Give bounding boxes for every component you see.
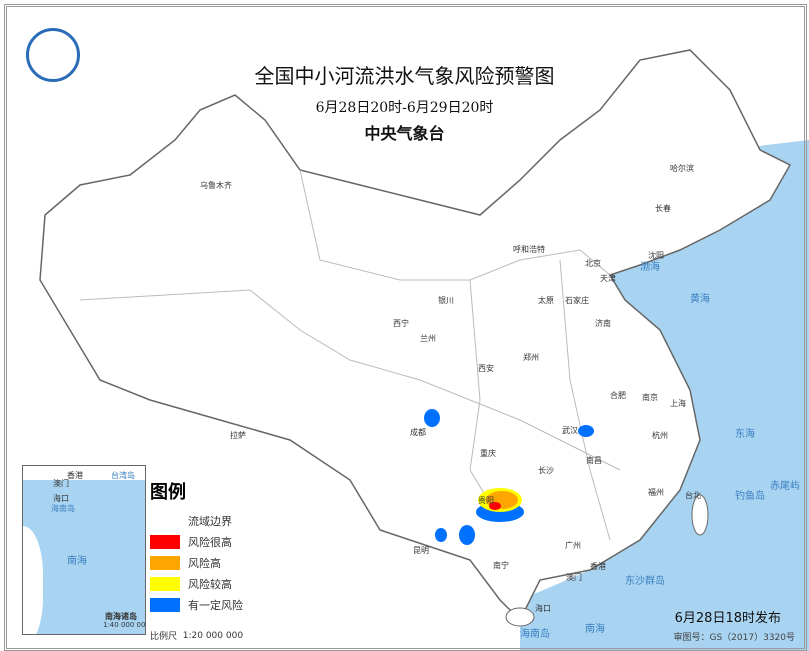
city-label: 南昌 (586, 456, 602, 465)
city-label: 贵阳 (478, 496, 494, 505)
south-china-sea-inset: 香港 澳门 台湾岛 海口 海南岛 南海 南海诸岛 1:40 000 000 (22, 465, 146, 635)
approval-number: 审图号：GS（2017）3320号 (673, 633, 796, 643)
scale-value: 1:20 000 000 (182, 630, 244, 641)
legend-item: 流域边界 (150, 510, 290, 531)
city-label: 北京 (585, 259, 601, 268)
legend-item: 风险高 (150, 552, 290, 573)
legend-swatch (150, 555, 180, 570)
issued-time: 6月28日18时发布 (674, 611, 781, 626)
city-label: 西宁 (393, 319, 409, 328)
china-outline (39, 49, 792, 622)
city-label: 杭州 (652, 431, 668, 440)
risk-area-guizhou-red (489, 502, 501, 510)
legend-swatch (150, 597, 180, 612)
agency: 中央气象台 (364, 124, 445, 143)
city-label: 郑州 (523, 353, 539, 362)
city-label: 海口 (535, 604, 551, 613)
period: 6月28日20时-6月29日20时 (315, 100, 494, 116)
sea-label: 赤尾屿 (770, 481, 800, 492)
city-label: 济南 (595, 319, 611, 328)
hainan-island (505, 607, 535, 627)
legend-item: 风险较高 (150, 573, 290, 594)
city-label: 天津 (600, 274, 616, 283)
city-label: 长春 (655, 204, 671, 213)
sea-label: 南海 (585, 624, 605, 635)
taiwan-island (691, 494, 709, 536)
inset-label: 南海 (67, 556, 87, 567)
city-label: 西安 (478, 364, 494, 373)
sea-label: 钓鱼岛 (735, 491, 765, 502)
city-label: 乌鲁木齐 (200, 181, 232, 190)
city-label: 哈尔滨 (670, 164, 694, 173)
city-label: 长沙 (538, 466, 554, 475)
sea-label: 东沙群岛 (625, 576, 665, 587)
city-label: 上海 (670, 399, 686, 408)
city-label: 广州 (565, 541, 581, 550)
city-label: 成都 (410, 428, 426, 437)
city-label: 南宁 (493, 561, 509, 570)
city-label: 香港 (590, 562, 606, 571)
city-label: 银川 (438, 296, 454, 305)
map-frame (4, 4, 807, 651)
scale-label: 比例尺 (150, 632, 178, 642)
legend: 图例 流域边界风险很高风险高风险较高有一定风险 比例尺 1:20 000 000 (150, 478, 290, 646)
sea-area (520, 140, 809, 651)
legend-title: 图例 (150, 482, 186, 503)
city-label: 福州 (648, 488, 664, 497)
sea-label: 海南岛 (520, 629, 550, 640)
risk-area-yunnan (435, 528, 447, 542)
city-label: 南京 (642, 393, 658, 402)
city-label: 重庆 (480, 449, 496, 458)
city-label: 太原 (538, 296, 554, 305)
city-label: 澳门 (566, 573, 582, 582)
legend-label: 流域边界 (188, 514, 232, 528)
city-label: 沈阳 (648, 251, 664, 260)
map-title: 全国中小河流洪水气象风险预警图 (254, 64, 555, 88)
inset-title: 南海诸岛 (105, 612, 137, 621)
risk-areas (424, 409, 594, 545)
legend-label: 风险高 (188, 556, 221, 570)
city-label: 拉萨 (230, 431, 246, 440)
city-label: 武汉 (562, 426, 578, 435)
risk-area-sichuan (424, 409, 440, 427)
inset-label: 澳门 (53, 479, 69, 488)
city-label: 石家庄 (565, 296, 589, 305)
inset-label: 香港 (67, 471, 83, 480)
cma-logo (26, 28, 80, 82)
legend-item: 风险很高 (150, 531, 290, 552)
city-label: 合肥 (610, 391, 626, 400)
legend-label: 风险很高 (188, 535, 232, 549)
inset-scale: 1:40 000 000 (103, 621, 146, 629)
city-label: 呼和浩特 (513, 245, 545, 254)
sea-label: 东海 (735, 429, 755, 440)
city-label: 昆明 (413, 546, 429, 555)
risk-area-hubei (578, 425, 594, 437)
city-label: 台北 (685, 491, 701, 500)
legend-swatch (150, 576, 180, 591)
sea-label: 黄海 (690, 294, 710, 305)
sea-label: 渤海 (640, 262, 660, 273)
city-label: 兰州 (420, 334, 436, 343)
legend-swatch (150, 534, 180, 549)
inset-label: 海南岛 (51, 504, 75, 513)
risk-area-guangxi (459, 525, 475, 545)
legend-item: 有一定风险 (150, 594, 290, 615)
legend-label: 有一定风险 (188, 598, 243, 612)
legend-swatch (150, 514, 180, 528)
legend-label: 风险较高 (188, 577, 232, 591)
inset-label: 台湾岛 (111, 471, 135, 480)
inset-label: 海口 (53, 494, 69, 503)
